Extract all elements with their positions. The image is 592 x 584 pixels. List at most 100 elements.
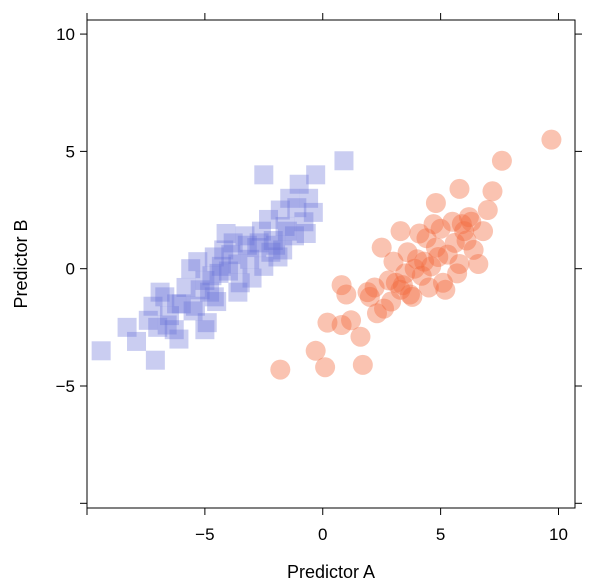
axis-ticks (80, 13, 582, 515)
circle-point (447, 263, 468, 284)
square-point (254, 165, 274, 185)
circle-point (378, 270, 399, 291)
square-point (228, 254, 248, 274)
square-point (275, 216, 295, 236)
circle-point (461, 211, 482, 232)
circle-point (541, 129, 562, 150)
square-point (242, 268, 262, 288)
circle-point (331, 315, 352, 335)
circle-point (416, 228, 437, 249)
circle-point (350, 326, 371, 347)
square-point (167, 294, 187, 314)
circle-point (449, 178, 470, 199)
square-point (197, 313, 217, 333)
plot-frame (86, 19, 576, 509)
square-point (185, 296, 205, 316)
circle-point (477, 200, 498, 221)
square-point (221, 245, 241, 265)
series-1 (270, 129, 562, 380)
x-tick-label: 0 (318, 525, 327, 544)
circle-point (430, 218, 451, 239)
circle-point (451, 214, 472, 235)
square-point (235, 226, 255, 246)
y-tick-label: −5 (56, 377, 75, 396)
square-point (143, 296, 163, 316)
square-point (202, 266, 222, 286)
circle-point (437, 244, 458, 265)
circle-point (491, 150, 512, 171)
circle-point (381, 291, 402, 312)
circle-point (341, 310, 362, 331)
square-point (230, 273, 250, 293)
square-point (254, 256, 274, 276)
square-point (190, 280, 210, 300)
square-point (223, 233, 243, 253)
y-tick-label: 10 (56, 25, 75, 44)
square-point (237, 235, 257, 255)
circle-point (383, 251, 404, 272)
circle-point (366, 303, 387, 324)
square-point (150, 282, 170, 302)
circle-point (395, 263, 416, 284)
circle-point (390, 221, 411, 242)
x-axis-title: Predictor A (287, 562, 375, 582)
circle-point (270, 359, 291, 380)
square-point (214, 240, 234, 260)
square-point (249, 233, 269, 253)
square-point (209, 263, 229, 283)
square-point (171, 294, 191, 314)
circle-point (402, 286, 423, 307)
square-point (204, 287, 224, 307)
square-point (181, 259, 201, 279)
circle-point (390, 279, 411, 300)
circle-point (454, 221, 475, 242)
circle-point (359, 286, 380, 307)
circle-point (482, 181, 503, 202)
square-point (299, 188, 319, 208)
square-point (195, 320, 215, 340)
square-point (240, 249, 260, 269)
circle-point (407, 249, 428, 270)
square-point (183, 301, 203, 321)
square-point (127, 331, 147, 351)
circle-point (473, 221, 494, 242)
circle-point (374, 298, 395, 319)
circle-point (305, 340, 326, 361)
square-point (195, 270, 215, 290)
square-point (211, 256, 231, 276)
series-0 (91, 151, 354, 370)
circle-point (418, 277, 439, 298)
square-point (334, 151, 354, 171)
square-point (289, 174, 309, 194)
circle-point (425, 193, 446, 213)
square-point (91, 341, 111, 361)
square-point (277, 221, 297, 241)
y-axis-title: Predictor B (11, 219, 31, 308)
square-point (287, 198, 307, 218)
circle-point (315, 357, 336, 378)
square-point (294, 212, 314, 232)
circle-point (414, 251, 435, 272)
circle-point (397, 242, 418, 263)
x-tick-label: −5 (195, 525, 214, 544)
axis-tick-labels: −5 0 5 10 −5 0 5 10 (56, 25, 568, 544)
circle-point (392, 275, 413, 296)
circle-point (432, 272, 453, 293)
circle-point (399, 284, 420, 305)
circle-point (444, 232, 465, 253)
square-point (157, 315, 177, 335)
square-point (261, 242, 281, 262)
square-point (284, 226, 304, 246)
circle-point (425, 237, 446, 258)
circle-point (409, 223, 430, 244)
circle-point (371, 237, 392, 258)
circle-point (423, 214, 444, 235)
circle-point (336, 284, 357, 305)
square-point (188, 252, 208, 272)
square-point (218, 261, 238, 281)
circle-point (352, 354, 373, 375)
circle-point (331, 275, 352, 296)
circle-point (463, 239, 484, 260)
square-point (216, 224, 236, 243)
